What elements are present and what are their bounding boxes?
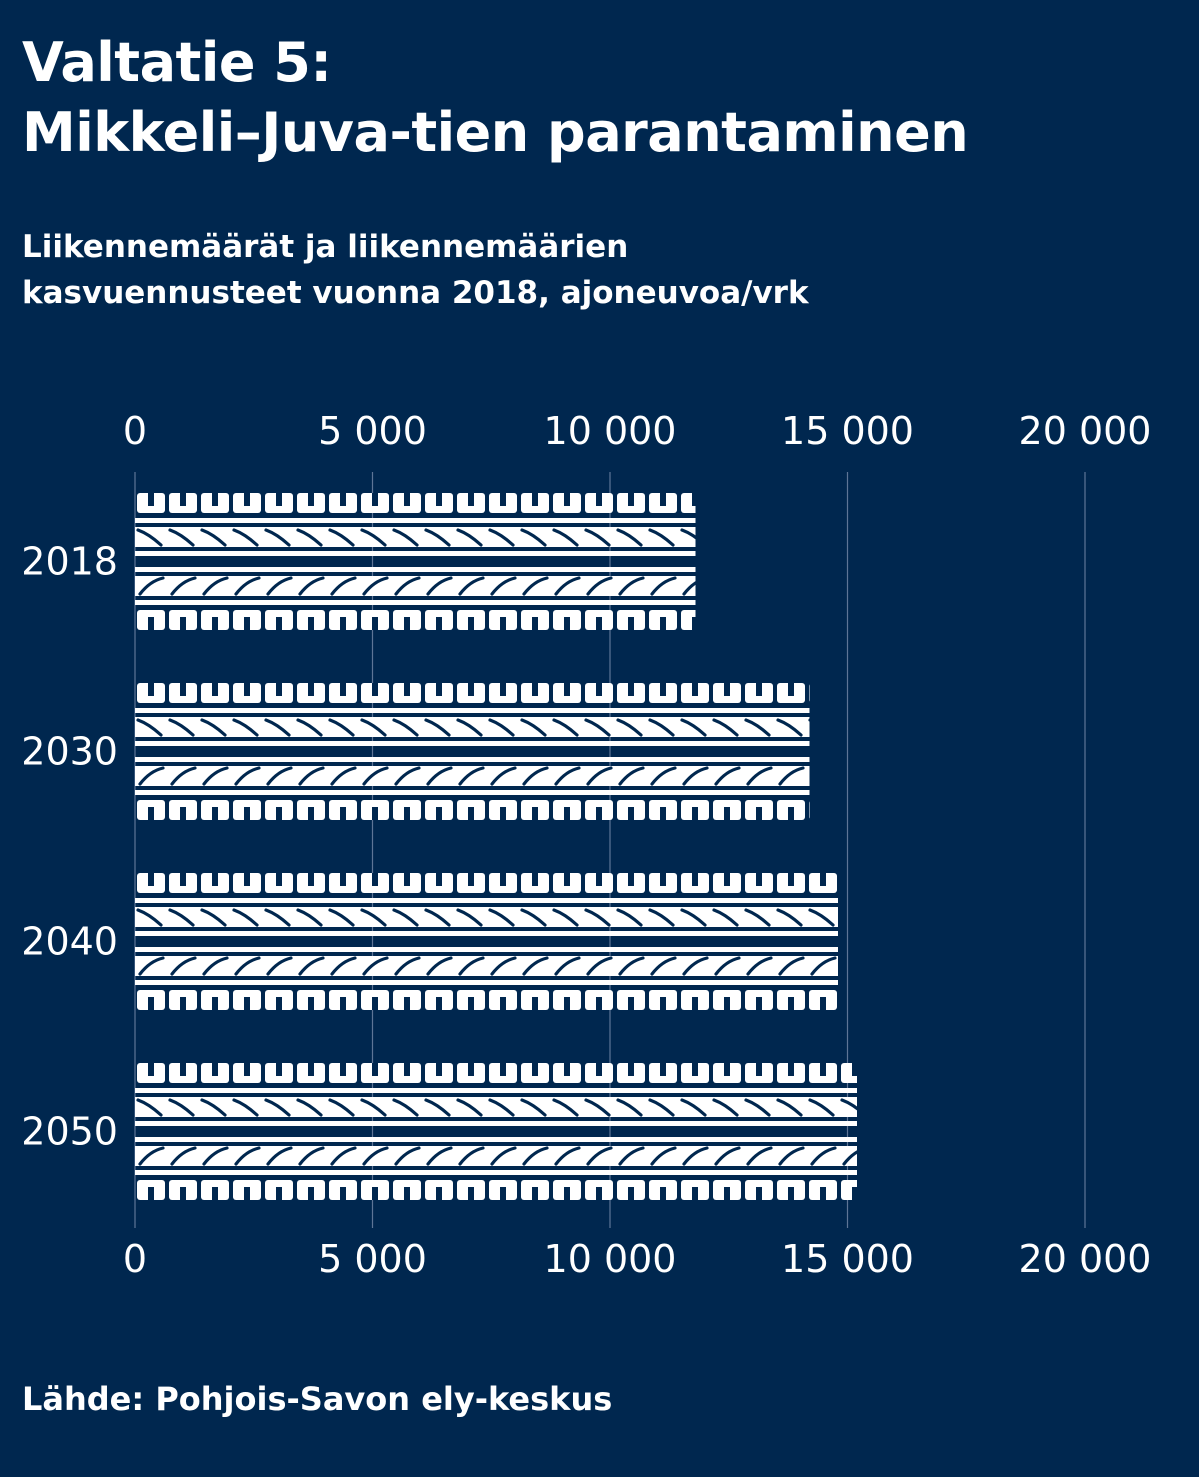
chart-title-line-1: Valtatie 5:: [22, 31, 332, 94]
x-tick-label-bottom: 20 000: [1019, 1237, 1152, 1281]
bars: [135, 493, 857, 1200]
bar-2018: [135, 493, 696, 630]
bar-chart: 0 5 000 10 000 15 000 20 000 0 5 000 10 000 15 …: [21, 409, 1152, 1281]
x-tick-label-top: 5 000: [318, 409, 427, 453]
x-tick-label-top: 20 000: [1019, 409, 1152, 453]
chart-subtitle: Liikennemäärät ja liikennemäärien kasvue…: [22, 224, 809, 316]
bar-2030: [135, 683, 810, 820]
category-label-2018: 2018: [21, 540, 118, 584]
chart-subtitle-line-1: Liikennemäärät ja liikennemäärien: [22, 229, 629, 265]
x-tick-label-top: 15 000: [781, 409, 914, 453]
category-label-2050: 2050: [21, 1110, 118, 1154]
chart-title-line-2: Mikkeli–Juva-tien parantaminen: [22, 101, 969, 164]
chart-subtitle-line-2: kasvuennusteet vuonna 2018, ajoneuvoa/vr…: [22, 275, 809, 311]
chart-title: Valtatie 5: Mikkeli–Juva-tien parantamin…: [22, 28, 969, 168]
x-tick-label-top: 10 000: [544, 409, 677, 453]
x-tick-label-top: 0: [123, 409, 147, 453]
bar-2050: [135, 1063, 857, 1200]
x-tick-label-bottom: 15 000: [781, 1237, 914, 1281]
x-tick-label-bottom: 0: [123, 1237, 147, 1281]
category-label-2030: 2030: [21, 730, 118, 774]
x-axis-bottom: 0 5 000 10 000 15 000 20 000: [123, 1237, 1152, 1281]
y-axis-categories: 2018 2030 2040 2050: [21, 540, 118, 1154]
x-tick-label-bottom: 10 000: [544, 1237, 677, 1281]
x-tick-label-bottom: 5 000: [318, 1237, 427, 1281]
x-axis-top: 0 5 000 10 000 15 000 20 000: [123, 409, 1152, 453]
bar-2040: [135, 873, 838, 1010]
source-note: Lähde: Pohjois-Savon ely-keskus: [22, 1380, 613, 1418]
category-label-2040: 2040: [21, 920, 118, 964]
